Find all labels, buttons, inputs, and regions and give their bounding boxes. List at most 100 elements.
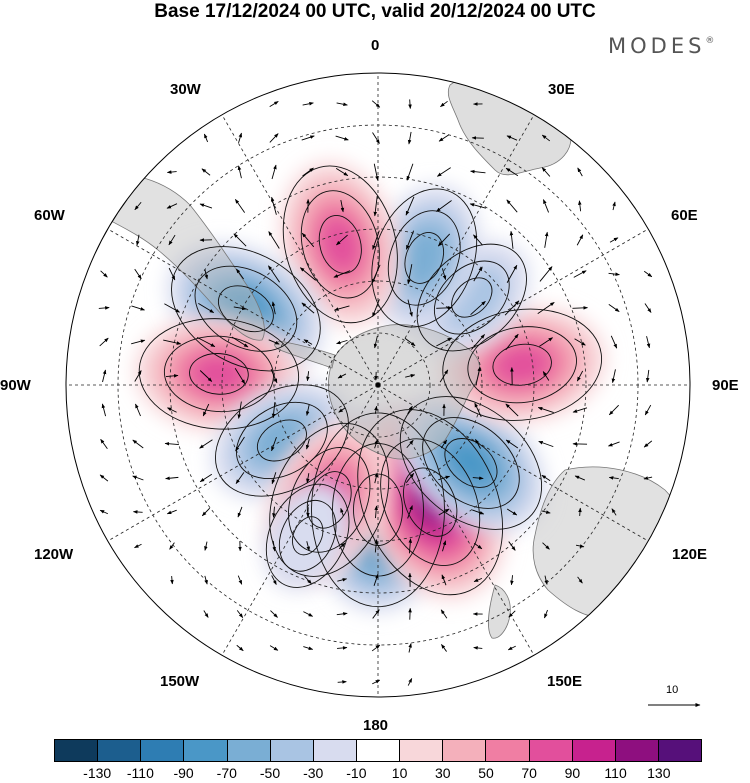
colorbar-cell xyxy=(658,740,702,761)
wind-arrow xyxy=(436,167,451,177)
wind-arrow xyxy=(271,301,276,315)
pole-marker xyxy=(375,382,381,388)
wind-arrow xyxy=(442,540,447,552)
wind-arrow xyxy=(373,573,379,586)
lon-label-180: 180 xyxy=(363,717,389,734)
colorbar-tick-label: -130 xyxy=(83,765,112,781)
colorbar-tick-label: 30 xyxy=(435,765,451,781)
colorbar-cell xyxy=(443,740,487,761)
wind-arrow xyxy=(537,301,555,315)
wind-arrow xyxy=(131,305,145,311)
wind-arrow xyxy=(204,575,208,585)
wind-arrow xyxy=(102,369,107,383)
wind-arrow xyxy=(271,164,277,180)
wind-arrow xyxy=(371,644,381,652)
wind-arrow xyxy=(164,441,179,446)
wind-arrow xyxy=(440,439,448,449)
wind-arrow xyxy=(405,472,415,483)
wind-arrow xyxy=(407,131,412,145)
wind-arrow xyxy=(340,507,344,516)
wind-arrow xyxy=(334,305,350,311)
wind-arrow xyxy=(438,508,450,516)
wind-arrow xyxy=(98,306,110,310)
streamline-contour xyxy=(444,438,498,488)
lon-label-60e: 60E xyxy=(671,207,698,224)
colorbar-cell xyxy=(313,740,357,761)
wind-arrow xyxy=(271,575,277,585)
wind-arrow xyxy=(508,610,516,618)
colorbar-cell xyxy=(529,740,573,761)
wind-arrow xyxy=(541,510,551,514)
wind-arrow xyxy=(234,198,246,213)
wind-arrow xyxy=(471,334,485,350)
lon-label-60w: 60W xyxy=(34,207,65,224)
wind-arrow xyxy=(542,371,550,381)
brand-logo: MODES® xyxy=(608,34,714,58)
colorbar-cell xyxy=(400,740,444,761)
streamline-contour xyxy=(433,260,510,335)
wind-arrow xyxy=(336,612,348,616)
wind-arrow xyxy=(577,167,583,177)
colorbar-tick-label: 130 xyxy=(647,765,671,781)
wind-arrow xyxy=(100,270,108,278)
wind-arrow xyxy=(336,234,348,246)
wind-arrow xyxy=(303,339,313,345)
wind-arrow xyxy=(408,643,412,653)
colorbar-cell xyxy=(572,740,616,761)
wind-arrow xyxy=(336,102,348,107)
wind-arrow xyxy=(134,268,142,280)
streamline-contour xyxy=(291,516,324,556)
wind-arrow xyxy=(472,509,485,515)
wind-arrow xyxy=(644,303,652,313)
wind-arrow xyxy=(269,101,279,107)
wind-arrow xyxy=(407,264,413,285)
wind-arrow xyxy=(374,405,378,414)
wind-arrow xyxy=(167,407,177,413)
wind-arrow xyxy=(544,609,548,619)
wind-arrow xyxy=(373,163,379,181)
wind-arrow xyxy=(131,339,146,345)
wind-arrow xyxy=(237,506,243,518)
wind-arrow xyxy=(101,403,107,417)
wind-arrow xyxy=(406,163,414,181)
wind-arrow xyxy=(505,333,519,351)
meridian-line xyxy=(377,384,649,542)
wind-vectors xyxy=(98,99,653,686)
wind-arrow xyxy=(371,100,381,108)
wind-arrow xyxy=(337,680,347,684)
streamline-contour xyxy=(318,215,362,274)
wind-arrow xyxy=(437,233,451,247)
wind-arrow xyxy=(438,475,451,481)
wind-arrow xyxy=(405,230,415,250)
streamline-contour xyxy=(451,277,493,318)
wind-arrow xyxy=(135,234,140,246)
colorbar-cell xyxy=(356,740,401,761)
wind-arrow xyxy=(539,337,554,347)
wind-arrow xyxy=(504,300,520,316)
wind-arrow xyxy=(442,268,447,281)
wind-arrow xyxy=(135,403,141,417)
wind-arrow xyxy=(338,542,346,550)
wind-arrow xyxy=(541,167,551,177)
lon-label-120e: 120E xyxy=(672,546,708,563)
wind-arrow xyxy=(268,339,280,345)
new-zealand-landmass xyxy=(488,584,511,639)
wind-arrow xyxy=(338,407,346,413)
wind-arrow xyxy=(608,476,619,480)
wind-arrow xyxy=(299,267,316,281)
wind-arrow xyxy=(337,373,347,379)
wind-arrow xyxy=(134,543,142,549)
streamline-contour xyxy=(467,326,577,404)
wind-arrow xyxy=(576,370,584,382)
colorbar-tick-label: 10 xyxy=(391,765,408,781)
meridian-line xyxy=(221,384,379,656)
lon-label-150e: 150E xyxy=(547,673,583,690)
wind-arrow xyxy=(574,475,586,481)
wind-arrow xyxy=(608,272,620,276)
wind-arrow xyxy=(203,610,209,618)
colorbar-cell xyxy=(141,740,185,761)
wind-arrow xyxy=(436,306,453,310)
wind-arrow xyxy=(509,230,514,249)
wind-arrow xyxy=(271,436,277,452)
